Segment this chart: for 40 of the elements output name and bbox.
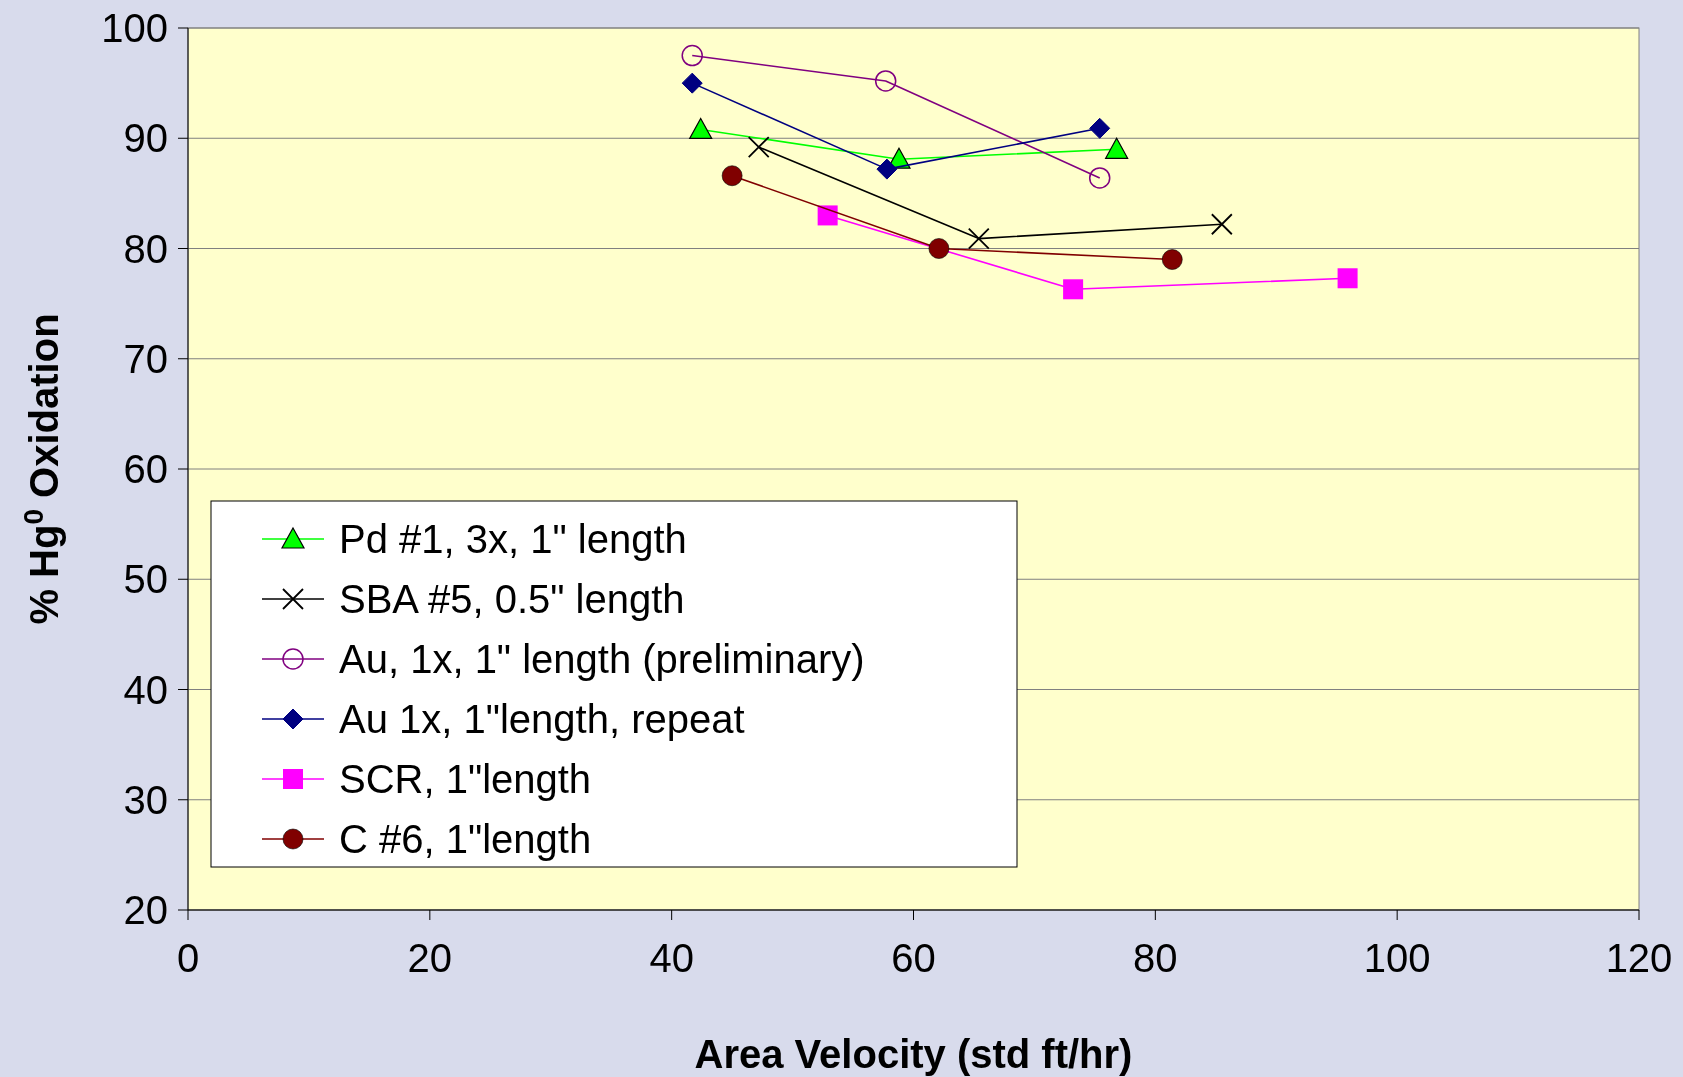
point — [1088, 167, 1111, 189]
x-tick-label: 40 — [649, 936, 694, 980]
point — [1063, 279, 1084, 300]
y-tick-label: 50 — [123, 557, 168, 602]
y-tick-label: 40 — [123, 667, 168, 712]
point — [928, 238, 950, 259]
legend-label: SBA #5, 0.5" length — [339, 577, 685, 621]
legend-label: C #6, 1"length — [339, 817, 592, 861]
point — [876, 158, 898, 180]
point — [689, 117, 713, 140]
point — [721, 165, 743, 187]
y-tick-label: 80 — [123, 226, 168, 271]
y-tick-label: 70 — [123, 336, 168, 381]
legend-label: Au, 1x, 1" length (preliminary) — [339, 637, 865, 681]
point — [681, 72, 703, 94]
point — [1089, 117, 1111, 139]
legend-label: Au 1x, 1"length, repeat — [339, 697, 745, 741]
x-tick-label: 80 — [1133, 936, 1178, 980]
x-tick-label: 20 — [407, 936, 453, 980]
point — [1105, 137, 1129, 159]
x-axis-title: Area Velocity (std ft/hr) — [694, 1032, 1133, 1076]
y-tick-label: 60 — [123, 447, 168, 491]
x-tick-label: 120 — [1605, 936, 1673, 980]
point — [967, 227, 990, 250]
point — [1161, 249, 1183, 270]
point — [1210, 213, 1233, 236]
y-tick-label: 30 — [123, 777, 168, 822]
legend-label: SCR, 1"length — [339, 757, 592, 801]
y-tick-label: 100 — [101, 6, 168, 50]
point — [681, 44, 703, 67]
x-tick-label: 60 — [891, 936, 936, 980]
y-tick-label: 20 — [123, 888, 168, 932]
point — [747, 136, 770, 158]
x-tick-label: 100 — [1363, 936, 1431, 980]
point — [874, 70, 897, 92]
point — [1337, 268, 1358, 289]
point — [817, 205, 838, 226]
y-tick-label: 90 — [123, 116, 168, 161]
legend-label: Pd #1, 3x, 1" length — [339, 517, 687, 561]
x-tick-label: 0 — [176, 936, 200, 980]
